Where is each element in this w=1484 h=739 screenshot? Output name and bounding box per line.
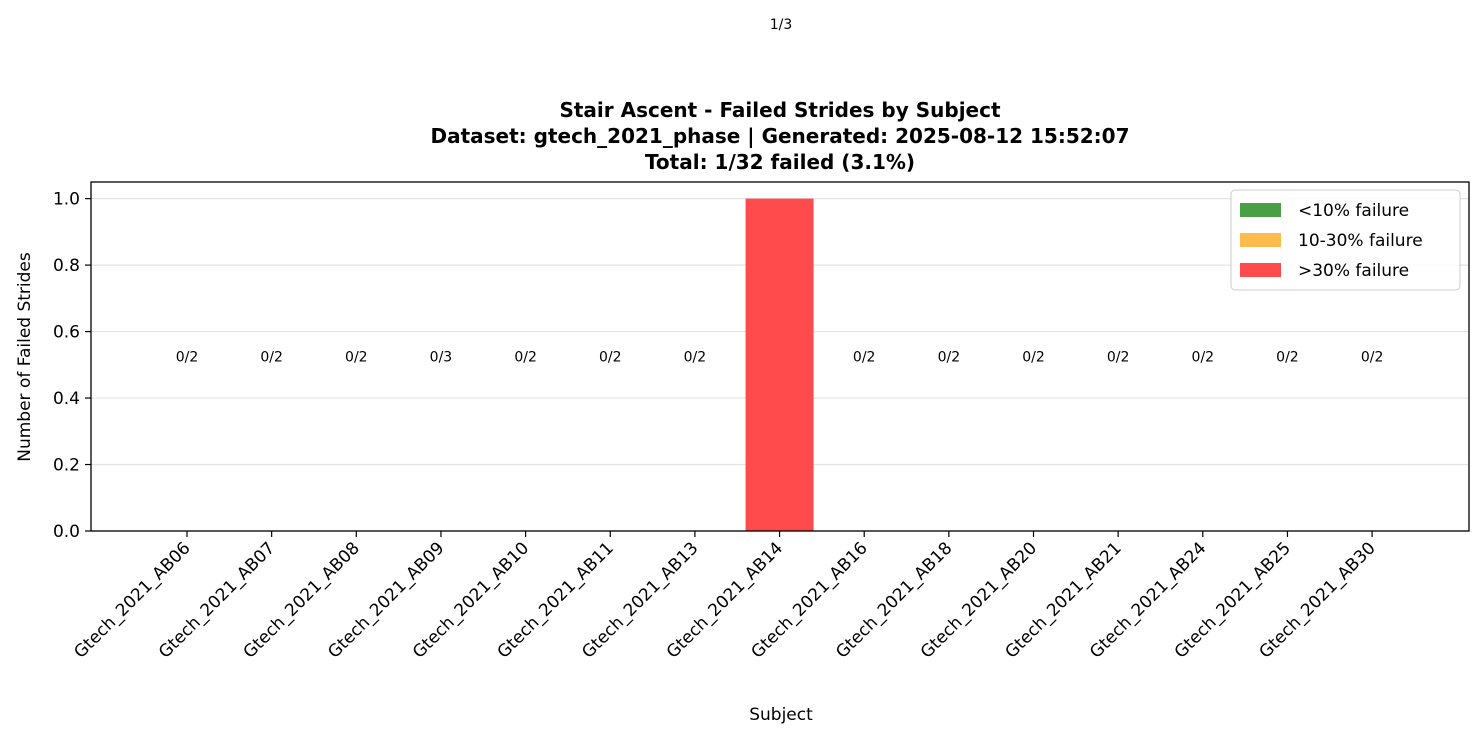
bar-data-label: 0/2 (514, 350, 537, 366)
data-labels: 0/2 0/2 0/2 0/3 0/2 0/2 0/2 0/2 0/2 0/2 0/2 0/2 0/2 0… (176, 350, 1384, 366)
bar-data-label: 0/2 (1361, 350, 1384, 366)
legend-label: >30% failure (1298, 261, 1409, 281)
bar-data-label: 0/2 (1107, 350, 1130, 366)
y-axis-label: Number of Failed Strides (15, 252, 35, 462)
bar-data-label: 0/2 (1022, 350, 1045, 366)
legend-swatch (1240, 263, 1281, 277)
y-axis-ticks: 0.0 0.2 0.4 0.6 0.8 1.0 (53, 190, 91, 542)
bar (745, 198, 814, 531)
legend-label: <10% failure (1298, 201, 1409, 221)
chart-title: Stair Ascent - Failed Strides by Subject… (430, 98, 1129, 174)
bar-data-label: 0/2 (1192, 350, 1215, 366)
bar-data-label: 0/2 (853, 350, 876, 366)
legend: <10% failure 10-30% failure >30% failure (1230, 189, 1461, 291)
bar-data-label: 0/2 (345, 350, 368, 366)
x-axis-ticks: Gtech_2021_AB06Gtech_2021_AB07Gtech_2021… (70, 531, 1380, 663)
y-tick-label: 0.8 (53, 256, 80, 276)
y-tick-label: 1.0 (53, 190, 80, 210)
bar-data-label: 0/3 (430, 350, 453, 366)
legend-label: 10-30% failure (1298, 231, 1423, 251)
y-tick-label: 0.2 (53, 456, 80, 476)
y-tick-label: 0.0 (53, 522, 80, 542)
x-axis-label: Subject (749, 705, 813, 725)
chart-title-line-1: Stair Ascent - Failed Strides by Subject (559, 98, 1000, 122)
bar-data-label: 0/2 (684, 350, 707, 366)
bar-data-label: 0/2 (1276, 350, 1299, 366)
legend-swatch (1240, 233, 1281, 247)
page-counter: 1/3 (770, 17, 793, 33)
bars (745, 198, 814, 531)
bar-data-label: 0/2 (176, 350, 199, 366)
y-tick-label: 0.4 (53, 389, 80, 409)
y-tick-label: 0.6 (53, 323, 80, 343)
legend-box (1230, 189, 1461, 291)
chart-title-line-2: Dataset: gtech_2021_phase | Generated: 2… (430, 124, 1129, 148)
chart-title-line-3: Total: 1/32 failed (3.1%) (645, 150, 915, 174)
bar-data-label: 0/2 (938, 350, 961, 366)
bar-data-label: 0/2 (260, 350, 283, 366)
bar-data-label: 0/2 (599, 350, 622, 366)
legend-swatch (1240, 203, 1281, 217)
